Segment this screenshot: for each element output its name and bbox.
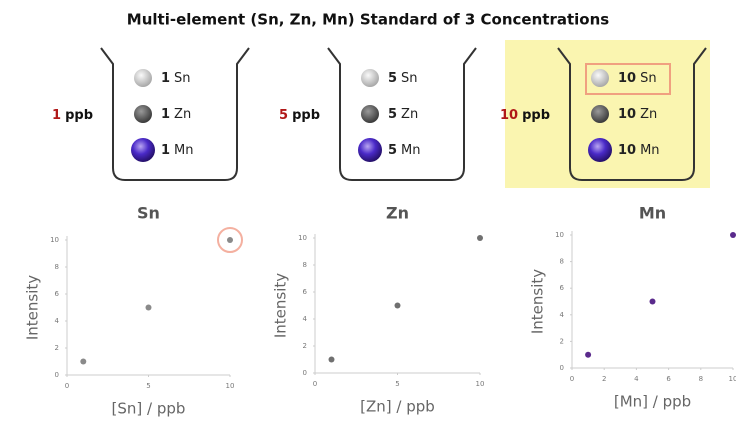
element-label: 5 Zn	[388, 107, 418, 122]
concentration-unit: ppb	[522, 108, 550, 123]
x-tick-label: 10	[476, 380, 485, 388]
x-tick-label: 10	[226, 382, 235, 390]
data-point	[477, 235, 483, 241]
element-name: Zn	[401, 107, 418, 122]
x-tick-label: 5	[395, 380, 399, 388]
element-name: Sn	[401, 71, 418, 86]
y-tick-label: 10	[50, 236, 59, 244]
data-point	[650, 299, 656, 305]
y-axis-label: Intensity	[529, 269, 547, 334]
x-tick-label: 6	[666, 375, 671, 383]
element-ball	[361, 105, 379, 123]
element-ball	[591, 69, 609, 87]
y-tick-label: 8	[560, 258, 564, 266]
element-ball	[131, 138, 155, 162]
data-point	[730, 232, 736, 238]
slide-title: Multi-element (Sn, Zn, Mn) Standard of 3…	[127, 11, 609, 29]
x-tick-label: 10	[729, 375, 736, 383]
x-tick-label: 8	[699, 375, 703, 383]
element-amount: 10	[618, 71, 636, 86]
y-tick-label: 10	[555, 231, 564, 239]
concentration-value: 10	[500, 108, 518, 123]
element-amount: 5	[388, 107, 397, 122]
element-label: 1 Mn	[161, 143, 194, 158]
element-label: 5 Mn	[388, 143, 421, 158]
element-name: Sn	[174, 71, 191, 86]
element-name: Mn	[401, 143, 420, 158]
y-axis-label: Intensity	[24, 275, 42, 340]
element-ball	[358, 138, 382, 162]
y-tick-label: 2	[55, 344, 59, 352]
x-tick-label: 0	[65, 382, 69, 390]
concentration-unit: ppb	[65, 108, 93, 123]
x-axis-label: [Mn] / ppb	[614, 393, 691, 411]
data-point	[146, 305, 152, 311]
y-tick-label: 10	[298, 234, 307, 242]
y-axis-label: Intensity	[272, 273, 290, 338]
concentration-value: 5	[279, 108, 288, 123]
chart-title: Mn	[639, 204, 666, 223]
element-ball	[361, 69, 379, 87]
chart-title: Zn	[386, 204, 409, 223]
y-tick-label: 0	[55, 371, 59, 379]
element-name: Zn	[174, 107, 191, 122]
y-tick-label: 8	[303, 261, 307, 269]
element-name: Sn	[640, 71, 657, 86]
concentration-unit: ppb	[292, 108, 320, 123]
element-amount: 5	[388, 143, 397, 158]
y-tick-label: 2	[303, 342, 307, 350]
element-label: 1 Zn	[161, 107, 191, 122]
y-tick-label: 0	[303, 369, 307, 377]
data-point	[329, 357, 335, 363]
x-tick-label: 2	[602, 375, 606, 383]
concentration-label: 1 ppb	[52, 108, 93, 123]
y-tick-label: 2	[560, 337, 564, 345]
element-amount: 1	[161, 107, 170, 122]
chart-title: Sn	[137, 204, 160, 223]
element-ball	[134, 69, 152, 87]
x-axis-label: [Zn] / ppb	[360, 398, 435, 416]
x-tick-label: 0	[313, 380, 317, 388]
x-tick-label: 4	[634, 375, 639, 383]
concentration-label: 10 ppb	[500, 108, 550, 123]
element-amount: 10	[618, 107, 636, 122]
y-tick-label: 6	[55, 290, 60, 298]
data-point	[585, 352, 591, 358]
element-amount: 1	[161, 71, 170, 86]
element-amount: 10	[618, 143, 636, 158]
data-point	[80, 359, 86, 365]
x-tick-label: 5	[146, 382, 150, 390]
element-name: Mn	[640, 143, 659, 158]
element-ball	[588, 138, 612, 162]
y-tick-label: 0	[560, 364, 564, 372]
y-tick-label: 6	[303, 288, 308, 296]
element-name: Mn	[174, 143, 193, 158]
slide: Multi-element (Sn, Zn, Mn) Standard of 3…	[0, 0, 736, 426]
y-tick-label: 6	[560, 284, 565, 292]
x-tick-label: 0	[570, 375, 574, 383]
concentration-value: 1	[52, 108, 61, 123]
data-point	[227, 237, 233, 243]
y-tick-label: 8	[55, 263, 59, 271]
element-label: 5 Sn	[388, 71, 418, 86]
y-tick-label: 4	[55, 317, 60, 325]
concentration-label: 5 ppb	[279, 108, 320, 123]
element-amount: 1	[161, 143, 170, 158]
y-tick-label: 4	[560, 311, 565, 319]
x-axis-label: [Sn] / ppb	[112, 400, 186, 418]
element-amount: 5	[388, 71, 397, 86]
data-point	[395, 303, 401, 309]
y-tick-label: 4	[303, 315, 308, 323]
element-ball	[591, 105, 609, 123]
element-name: Zn	[640, 107, 657, 122]
element-label: 1 Sn	[161, 71, 191, 86]
element-ball	[134, 105, 152, 123]
